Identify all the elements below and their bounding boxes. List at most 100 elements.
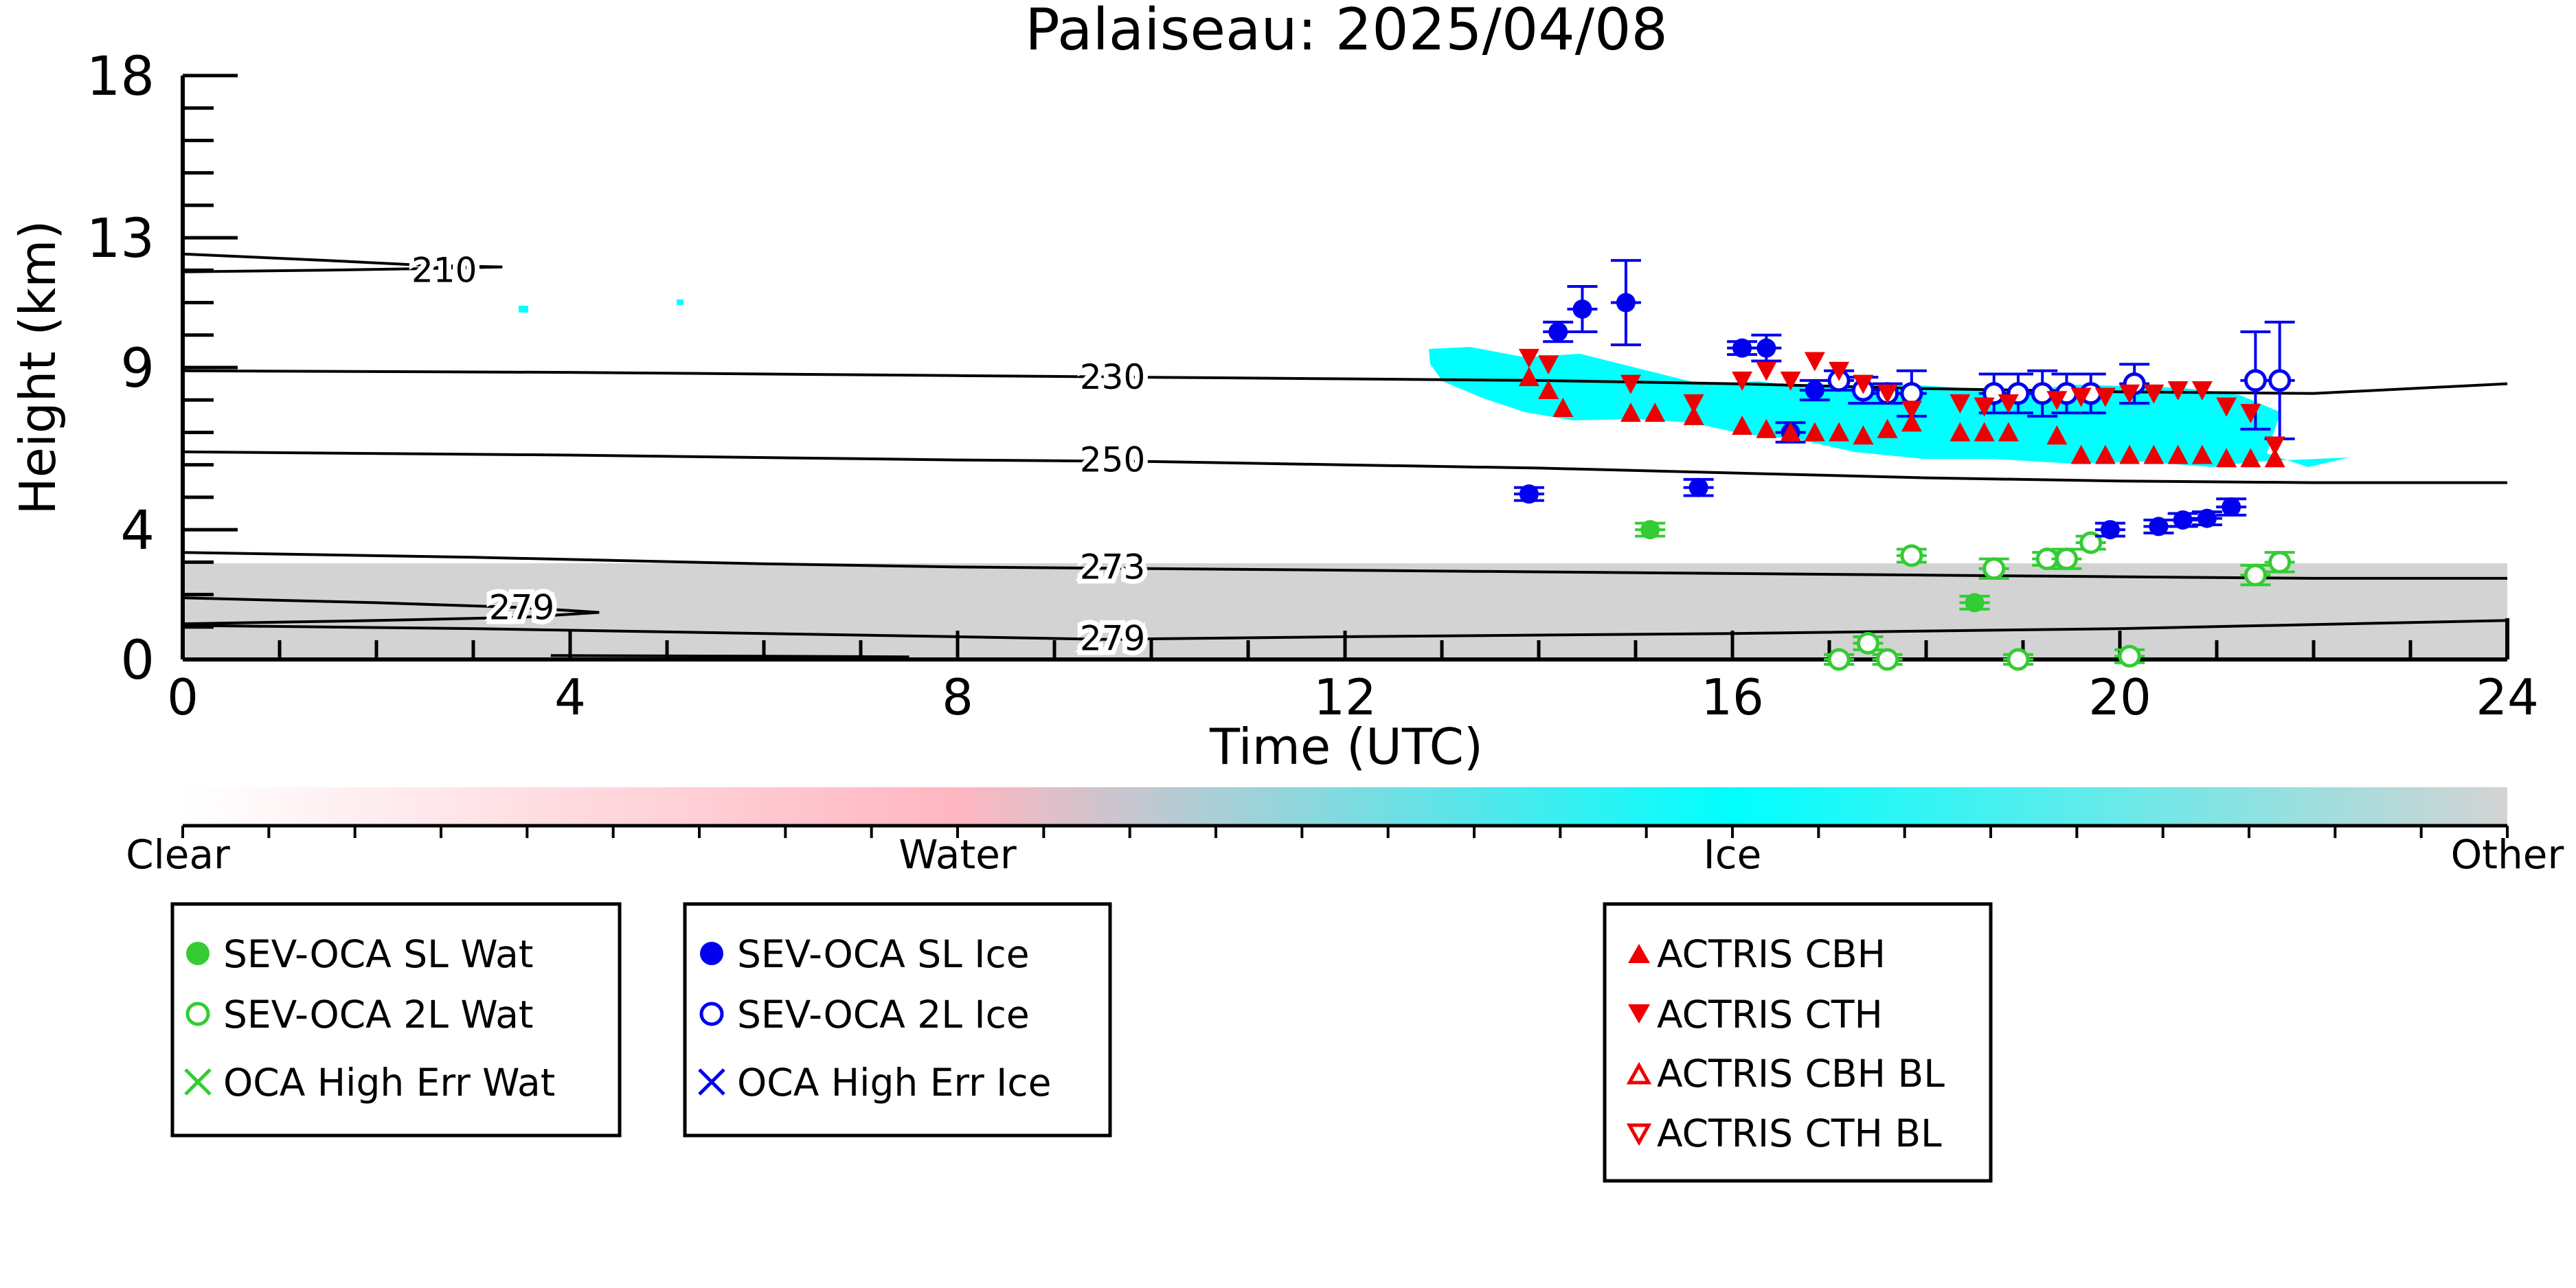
x-tick-label-16: 16: [1701, 668, 1764, 726]
marker-s7-p1: [1538, 355, 1559, 375]
legend-marker-cbh: [1628, 944, 1650, 963]
contour-line-3: [182, 551, 2507, 580]
marker-s1-p3: [1900, 544, 1923, 567]
legend-label-cbh: ACTRIS CBH: [1657, 932, 1886, 976]
marker-s6-p22: [2167, 444, 2189, 464]
marker-s7-p9: [1853, 374, 1874, 394]
marker-s6-p11: [1853, 425, 1874, 445]
marker-s7-p12: [1950, 394, 1971, 414]
x-axis-label: Time (UTC): [1209, 718, 1483, 776]
contour-label-5: 279: [1080, 618, 1145, 658]
marker-s4-p11: [2268, 369, 2292, 392]
marker-s7-p4: [1732, 371, 1753, 391]
contour-label-2: 250: [1080, 440, 1145, 480]
marker-s6-p24: [2216, 448, 2237, 468]
marker-s7-p14: [1998, 394, 2019, 414]
contour-label-3: 273: [1080, 547, 1145, 587]
y-tick-label-18: 18: [87, 46, 155, 108]
y-axis-tick-labels: 0 4 9 13 18: [87, 46, 155, 692]
marker-s6-p19: [2094, 444, 2116, 464]
marker-s6-p7: [1756, 418, 1777, 438]
contour-label-4: 279: [489, 587, 554, 627]
legend-ice: SEV-OCA SL Ice SEV-OCA 2L Ice OCA High E…: [683, 902, 1112, 1138]
marker-s7-p13: [1974, 397, 1995, 417]
marker-s6-p23: [2191, 444, 2213, 464]
marker-s1-p0: [1827, 648, 1851, 671]
legend-label-cbh-bl: ACTRIS CBH BL: [1657, 1052, 1945, 1096]
marker-s3-p1: [1548, 322, 1568, 342]
marker-s6-p2: [1552, 398, 1574, 418]
x-tick-label-12: 12: [1313, 668, 1377, 726]
contour-line-0: [182, 252, 503, 273]
marker-s6-p21: [2143, 444, 2165, 464]
marker-s7-p22: [2216, 397, 2237, 417]
marker-s7-p5: [1756, 361, 1777, 381]
x-tick-label-20: 20: [2088, 668, 2151, 726]
marker-s3-p4: [1688, 477, 1708, 497]
marker-s7-p18: [2119, 384, 2140, 404]
colorbar-ticks: [181, 826, 2509, 838]
legend-marker-higherr-wat: [184, 1068, 212, 1096]
legend-label-higherr-wat: OCA High Err Wat: [223, 1061, 555, 1105]
legend-water: SEV-OCA SL Wat SEV-OCA 2L Wat OCA High E…: [170, 902, 622, 1138]
marker-s6-p14: [1950, 422, 1971, 442]
marker-s6-p12: [1877, 418, 1898, 438]
marker-s1-p7: [2055, 547, 2078, 571]
marker-s6-p16: [1998, 422, 2019, 442]
colorbar-label-water: Water: [899, 831, 1017, 878]
contour-label-1: 230: [1080, 357, 1145, 397]
marker-s3-p6: [1756, 338, 1776, 358]
y-tick-label-0: 0: [120, 630, 155, 692]
marker-s7-p19: [2143, 384, 2165, 404]
marker-s7-p10: [1877, 384, 1898, 404]
x-tick-label-4: 4: [554, 668, 586, 726]
colorbar-label-clear: Clear: [126, 831, 230, 878]
y-tick-label-13: 13: [87, 208, 155, 270]
marker-s6-p10: [1829, 422, 1850, 442]
marker-s3-p5: [1732, 338, 1752, 358]
legend-marker-cth: [1628, 1004, 1650, 1024]
marker-s7-p11: [1901, 400, 1922, 420]
contour-line-5: [182, 619, 2508, 641]
marker-s1-p1: [1856, 631, 1879, 655]
legend-marker-cth-bl: [1626, 1123, 1652, 1146]
x-tick-label-24: 24: [2476, 668, 2539, 726]
marker-s1-p4: [1982, 557, 2006, 580]
legend-label-2l-ice: SEV-OCA 2L Ice: [737, 993, 1030, 1037]
contour-line-4: [182, 596, 600, 626]
marker-s0-p1: [1965, 593, 1985, 613]
y-axis-ticks: [183, 74, 238, 662]
marker-s7-p17: [2094, 387, 2116, 407]
marker-s1-p9: [2118, 644, 2141, 668]
marker-s7-p7: [1804, 352, 1825, 372]
marker-s1-p5: [2007, 648, 2030, 671]
marker-s7-p0: [1518, 348, 1539, 368]
marker-s6-p0: [1518, 367, 1539, 387]
colorbar-gradient: [183, 787, 2507, 826]
legend-label-sl-ice: SEV-OCA SL Ice: [737, 932, 1030, 976]
marker-s7-p23: [2240, 404, 2261, 424]
marker-s3-p12: [2197, 508, 2217, 528]
legend-marker-sl-wat: [186, 942, 210, 965]
contour-line-1: [182, 369, 2508, 395]
marker-s7-p15: [2046, 391, 2068, 411]
marker-s3-p3: [1616, 293, 1636, 313]
marker-s7-p3: [1683, 394, 1704, 414]
marker-s6-p15: [1974, 422, 1995, 442]
x-axis-tick-labels: 0 4 8 12 16 20 24: [167, 668, 2539, 726]
marker-s6-p18: [2070, 444, 2092, 464]
x-tick-label-0: 0: [167, 668, 199, 726]
marker-s7-p2: [1620, 374, 1641, 394]
marker-s6-p13: [1901, 412, 1922, 432]
marker-s0-p0: [1640, 520, 1660, 540]
y-tick-label-9: 9: [120, 338, 155, 400]
colorbar-label-other: Other: [2451, 831, 2564, 878]
marker-s3-p11: [2173, 510, 2193, 530]
legend-label-cth: ACTRIS CTH: [1657, 993, 1883, 1037]
marker-s7-p8: [1829, 361, 1850, 381]
marker-s3-p13: [2222, 497, 2241, 517]
marker-s3-p8: [1805, 381, 1824, 400]
legend-label-cth-bl: ACTRIS CTH BL: [1657, 1111, 1942, 1155]
marker-s6-p20: [2119, 444, 2140, 464]
